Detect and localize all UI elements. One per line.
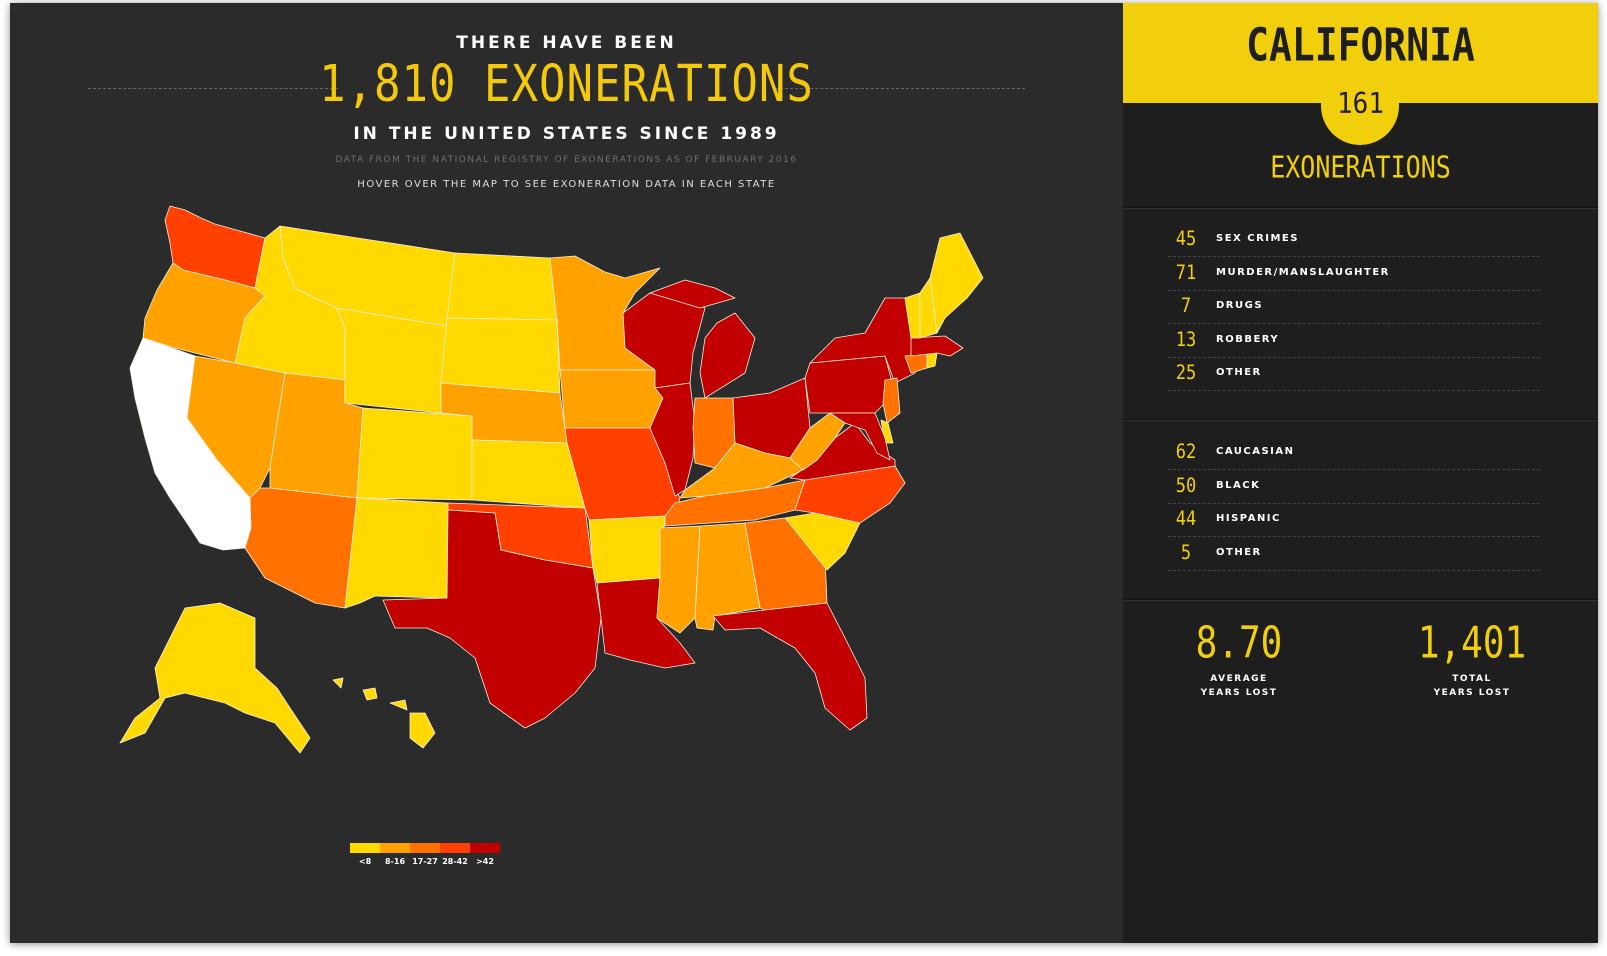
headline-pre: THERE HAVE BEEN <box>456 33 677 53</box>
breakdown-row: 44 HISPANIC <box>1168 503 1540 537</box>
state-md[interactable] <box>829 412 891 461</box>
breakdown-label: SEX CRIMES <box>1216 233 1299 244</box>
state-name: CALIFORNIA <box>1246 18 1475 72</box>
breakdown-row: 7 DRUGS <box>1168 290 1540 324</box>
legend-label: 8-16 <box>384 857 406 866</box>
state-mi[interactable] <box>649 279 756 399</box>
us-choropleth-map <box>119 205 984 754</box>
breakdown-row: 25 OTHER <box>1168 357 1540 391</box>
state-ia[interactable] <box>559 369 664 429</box>
breakdown-label: HISPANIC <box>1216 513 1281 524</box>
state-mn[interactable] <box>549 255 661 371</box>
breakdown-count: 7 <box>1180 294 1192 318</box>
breakdown-row: 45 SEX CRIMES <box>1168 223 1540 257</box>
total-years-value: 1,401 <box>1417 618 1527 669</box>
state-detail-panel: CALIFORNIA 161 EXONERATIONS 45 SEX CRIMES… <box>1123 3 1598 943</box>
divider-left <box>88 88 338 89</box>
state-banner <box>1123 3 1598 103</box>
legend-label: 17-27 <box>412 857 438 866</box>
legend-swatch <box>350 843 380 853</box>
state-nj[interactable] <box>882 377 901 424</box>
state-hi[interactable] <box>332 677 436 749</box>
breakdown-row: 71 MURDER/MANSLAUGHTER <box>1168 257 1540 291</box>
legend-swatch <box>440 843 470 853</box>
state-wy[interactable] <box>336 307 448 414</box>
breakdown-row: 5 OTHER <box>1168 537 1540 571</box>
breakdown-label: OTHER <box>1216 546 1262 558</box>
breakdown-count: 50 <box>1175 474 1197 497</box>
state-il[interactable] <box>649 382 696 497</box>
headline-post: IN THE UNITED STATES SINCE 1989 <box>353 124 780 144</box>
state-az[interactable] <box>244 487 358 609</box>
state-fl[interactable] <box>712 602 868 731</box>
breakdown-count: 71 <box>1175 261 1197 284</box>
breakdown-row: 50 BLACK <box>1168 470 1540 504</box>
breakdown-count: 44 <box>1175 507 1197 531</box>
state-count: 161 <box>1337 87 1384 121</box>
map-section: THERE HAVE BEEN 1,810 EXONERATIONS IN TH… <box>10 3 1123 943</box>
breakdown-label: ROBBERY <box>1216 333 1280 345</box>
divider <box>1123 207 1598 208</box>
state-ms[interactable] <box>656 525 701 634</box>
average-years-value: 8.70 <box>1195 618 1283 669</box>
breakdown-label: BLACK <box>1216 479 1261 491</box>
average-years-lost: 8.70 AVERAGE YEARS LOST <box>1159 619 1319 700</box>
hover-instruction: HOVER OVER THE MAP TO SEE EXONERATION DA… <box>357 179 776 190</box>
data-source-note: DATA FROM THE NATIONAL REGISTRY OF EXONE… <box>335 155 798 165</box>
average-years-label-2: YEARS LOST <box>1200 688 1278 698</box>
divider-right <box>775 88 1025 89</box>
legend-swatch <box>470 843 500 853</box>
app-frame: THERE HAVE BEEN 1,810 EXONERATIONS IN TH… <box>10 3 1598 943</box>
state-ks[interactable] <box>471 439 586 509</box>
breakdown-count: 25 <box>1175 361 1197 385</box>
state-me[interactable] <box>929 232 984 334</box>
breakdown-count: 13 <box>1175 328 1197 351</box>
divider <box>1123 419 1598 420</box>
legend-swatch <box>410 843 440 853</box>
state-sd[interactable] <box>440 317 561 394</box>
state-pa[interactable] <box>804 355 896 414</box>
breakdown-label: CAUCASIAN <box>1216 446 1295 457</box>
state-ak[interactable] <box>119 602 311 754</box>
legend-label: <8 <box>358 857 372 866</box>
exonerations-label: EXONERATIONS <box>1270 150 1451 185</box>
breakdown-label: OTHER <box>1216 367 1262 378</box>
state-ri[interactable] <box>926 352 938 369</box>
headline-count: 1,810 EXONERATIONS <box>319 55 814 114</box>
divider <box>1123 599 1598 600</box>
state-ar[interactable] <box>588 515 666 584</box>
state-nd[interactable] <box>446 252 558 321</box>
average-years-label-1: AVERAGE <box>1210 674 1268 684</box>
state-co[interactable] <box>356 407 473 501</box>
breakdown-label: MURDER/MANSLAUGHTER <box>1216 266 1390 278</box>
total-years-label-1: TOTAL <box>1452 674 1492 684</box>
breakdown-count: 5 <box>1180 541 1192 564</box>
state-tx[interactable] <box>382 509 602 729</box>
total-years-label-2: YEARS LOST <box>1433 688 1511 698</box>
state-ma[interactable] <box>910 335 964 357</box>
state-wv[interactable] <box>789 412 846 471</box>
legend-label: 28-42 <box>442 857 468 866</box>
breakdown-count: 62 <box>1175 440 1197 464</box>
breakdown-label: DRUGS <box>1216 300 1264 311</box>
state-nm[interactable] <box>344 497 449 609</box>
breakdown-row: 13 ROBBERY <box>1168 324 1540 358</box>
total-years-lost: 1,401 TOTAL YEARS LOST <box>1392 619 1552 700</box>
legend-label: >42 <box>476 857 494 866</box>
legend-swatch <box>380 843 410 853</box>
breakdown-row: 62 CAUCASIAN <box>1168 436 1540 470</box>
state-sc[interactable] <box>784 512 861 571</box>
breakdown-count: 45 <box>1175 227 1197 251</box>
